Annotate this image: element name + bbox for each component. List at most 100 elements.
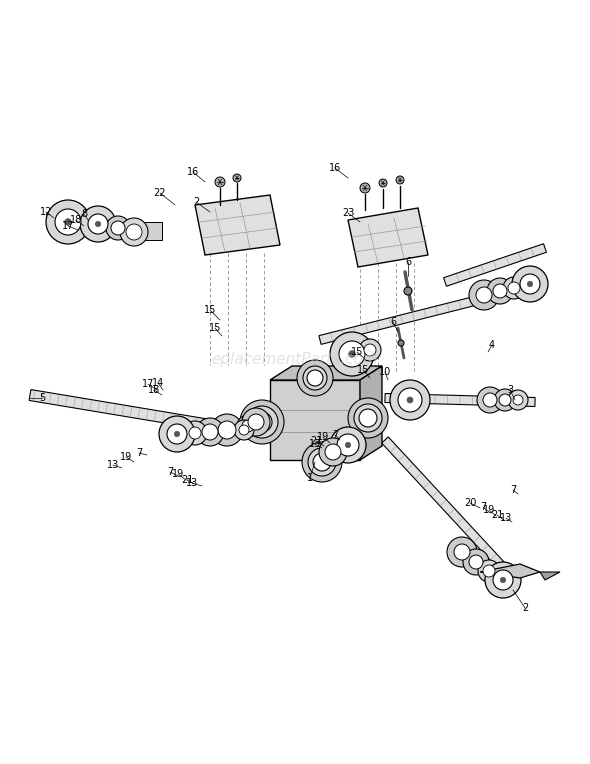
- Text: 19: 19: [120, 452, 132, 462]
- Text: 7: 7: [167, 467, 173, 477]
- Polygon shape: [195, 195, 280, 255]
- Circle shape: [354, 404, 382, 432]
- Circle shape: [183, 421, 207, 445]
- Text: 21: 21: [491, 510, 503, 520]
- Text: 19: 19: [172, 469, 184, 479]
- Circle shape: [240, 400, 284, 444]
- Circle shape: [218, 421, 236, 439]
- Circle shape: [494, 389, 516, 411]
- Circle shape: [313, 453, 331, 471]
- Circle shape: [364, 344, 376, 356]
- Text: 13: 13: [500, 513, 512, 523]
- Circle shape: [527, 281, 533, 286]
- Circle shape: [379, 179, 387, 187]
- Text: 7: 7: [332, 430, 338, 440]
- Circle shape: [360, 183, 370, 193]
- Polygon shape: [385, 393, 535, 406]
- Circle shape: [476, 287, 492, 303]
- Circle shape: [111, 221, 125, 235]
- Circle shape: [454, 544, 470, 560]
- Circle shape: [65, 219, 71, 225]
- Text: 6: 6: [405, 257, 411, 267]
- Text: 5: 5: [39, 393, 45, 403]
- Circle shape: [508, 282, 520, 294]
- Circle shape: [330, 332, 374, 376]
- Circle shape: [478, 560, 500, 582]
- Circle shape: [242, 420, 254, 432]
- Circle shape: [345, 442, 350, 448]
- Text: 20: 20: [464, 498, 476, 508]
- Circle shape: [503, 277, 525, 299]
- Circle shape: [483, 565, 495, 577]
- Circle shape: [159, 416, 195, 452]
- Circle shape: [46, 200, 90, 244]
- Circle shape: [348, 398, 388, 438]
- Circle shape: [174, 432, 180, 437]
- Circle shape: [396, 176, 404, 184]
- Circle shape: [398, 340, 404, 346]
- Circle shape: [469, 280, 499, 310]
- Text: 18: 18: [148, 385, 160, 395]
- Circle shape: [55, 209, 81, 235]
- Text: 14: 14: [152, 378, 164, 388]
- Circle shape: [242, 408, 270, 436]
- Circle shape: [330, 427, 366, 463]
- Polygon shape: [29, 390, 241, 435]
- Circle shape: [477, 387, 503, 413]
- Circle shape: [485, 562, 521, 598]
- Polygon shape: [480, 564, 540, 578]
- Text: 17: 17: [142, 379, 154, 389]
- Text: 13: 13: [186, 478, 198, 488]
- Circle shape: [500, 578, 506, 583]
- Text: 21: 21: [181, 475, 193, 485]
- Circle shape: [349, 351, 355, 358]
- Circle shape: [211, 414, 243, 446]
- Text: 19: 19: [483, 505, 495, 515]
- Circle shape: [307, 370, 323, 386]
- Text: 10: 10: [379, 367, 391, 377]
- Circle shape: [404, 287, 412, 295]
- Text: 7: 7: [136, 448, 142, 458]
- Text: 7: 7: [480, 502, 486, 512]
- Text: 16: 16: [187, 167, 199, 177]
- Circle shape: [359, 409, 377, 427]
- Text: 17: 17: [62, 221, 74, 231]
- Circle shape: [302, 442, 342, 482]
- Circle shape: [189, 427, 201, 439]
- Circle shape: [359, 339, 381, 361]
- Text: 8: 8: [81, 209, 87, 219]
- Circle shape: [215, 177, 225, 187]
- Circle shape: [407, 397, 413, 403]
- Circle shape: [96, 222, 101, 227]
- Circle shape: [499, 394, 511, 406]
- Bar: [270, 380, 360, 460]
- Circle shape: [513, 395, 523, 405]
- Circle shape: [447, 537, 477, 567]
- Text: 15: 15: [204, 305, 216, 315]
- Polygon shape: [360, 366, 382, 460]
- Circle shape: [390, 380, 430, 420]
- Polygon shape: [348, 208, 428, 267]
- Circle shape: [234, 420, 254, 440]
- Text: 16: 16: [329, 163, 341, 173]
- Text: 2: 2: [193, 197, 199, 207]
- Circle shape: [80, 206, 116, 242]
- Circle shape: [196, 418, 224, 446]
- Circle shape: [246, 406, 278, 438]
- Text: 13: 13: [107, 460, 119, 470]
- Circle shape: [106, 216, 130, 240]
- Circle shape: [493, 284, 507, 298]
- Text: 13: 13: [309, 439, 321, 449]
- Text: 21: 21: [310, 436, 322, 446]
- Circle shape: [88, 214, 108, 234]
- Circle shape: [297, 360, 333, 396]
- Circle shape: [463, 549, 489, 575]
- Circle shape: [239, 425, 249, 435]
- Text: 7: 7: [510, 485, 516, 495]
- Text: 18: 18: [70, 215, 82, 225]
- Bar: [140, 222, 162, 240]
- Circle shape: [337, 434, 359, 456]
- Circle shape: [487, 278, 513, 304]
- Polygon shape: [540, 572, 560, 580]
- Circle shape: [469, 555, 483, 569]
